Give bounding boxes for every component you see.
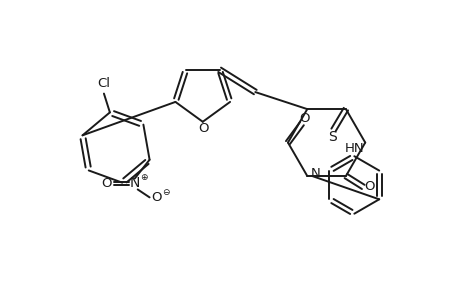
Text: $\oplus$: $\oplus$	[140, 172, 148, 182]
Text: N: N	[310, 167, 319, 180]
Text: O: O	[151, 191, 161, 204]
Text: O: O	[198, 122, 208, 135]
Text: HN: HN	[344, 142, 364, 155]
Text: O: O	[363, 180, 374, 194]
Text: N: N	[129, 176, 140, 190]
Text: $\ominus$: $\ominus$	[161, 188, 170, 197]
Text: O: O	[101, 177, 112, 190]
Text: O: O	[298, 112, 309, 125]
Text: S: S	[327, 130, 336, 144]
Text: Cl: Cl	[97, 76, 110, 90]
